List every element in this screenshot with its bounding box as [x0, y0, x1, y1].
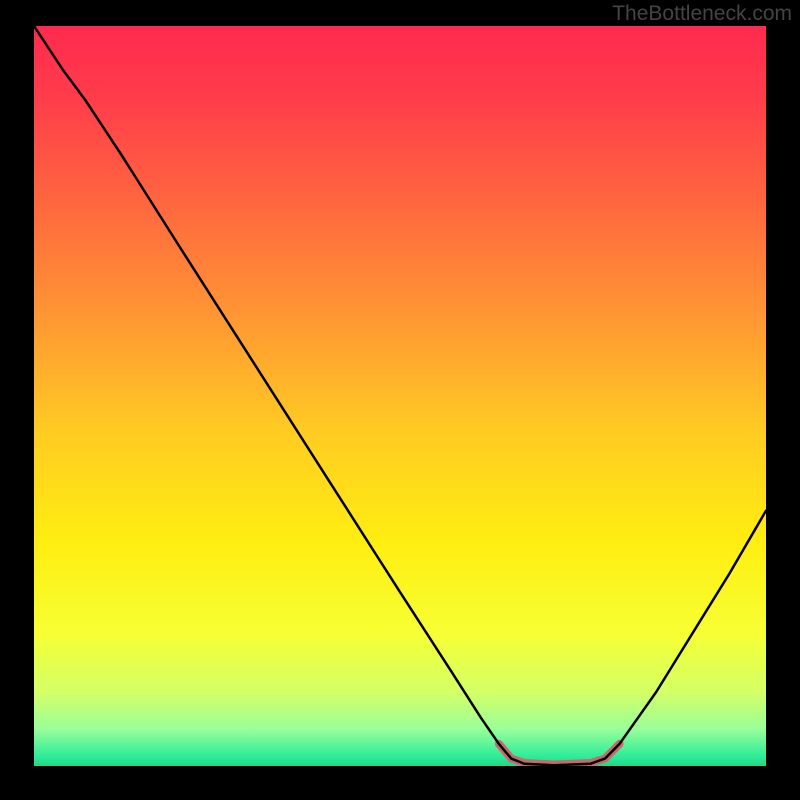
watermark-text: TheBottleneck.com [612, 2, 792, 26]
curve-layer [34, 26, 766, 766]
main-curve [34, 26, 766, 765]
chart-area [34, 26, 766, 766]
